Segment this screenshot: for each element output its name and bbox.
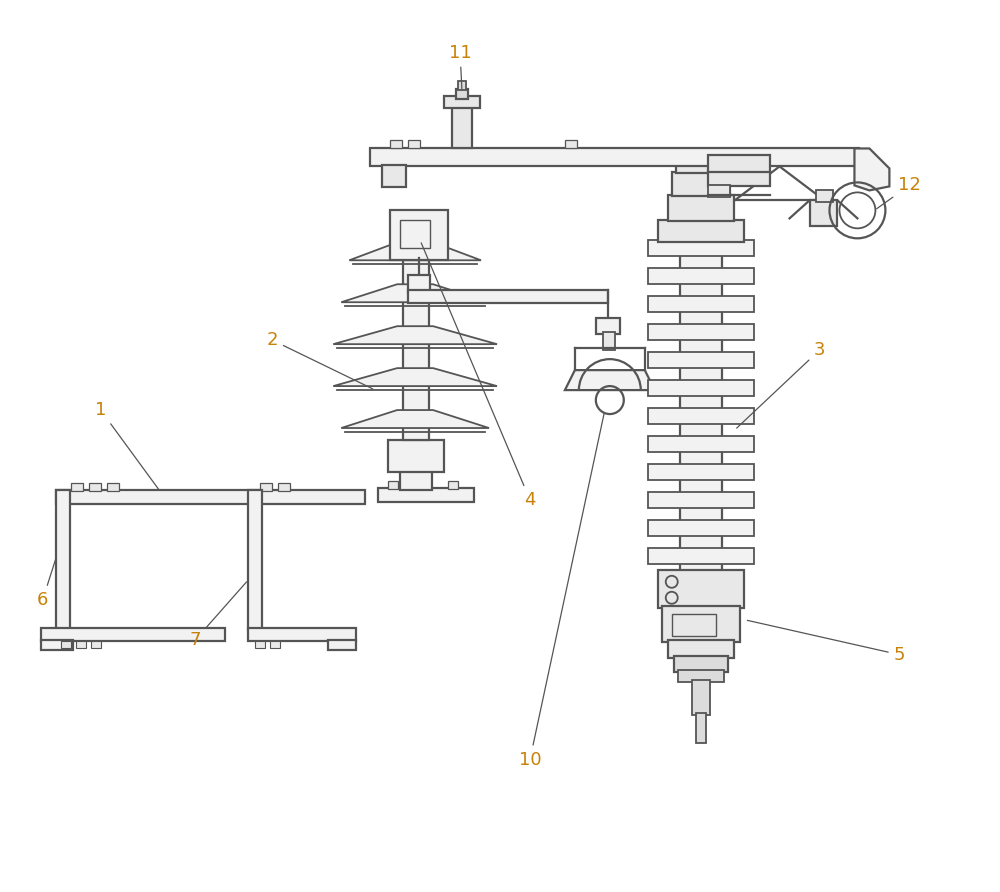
- Bar: [107, 483, 119, 491]
- Bar: [648, 296, 754, 312]
- Text: 10: 10: [519, 413, 604, 769]
- Bar: [328, 640, 356, 649]
- Bar: [452, 101, 472, 148]
- Text: 11: 11: [449, 44, 471, 90]
- Bar: [382, 165, 406, 187]
- Bar: [810, 201, 837, 227]
- Bar: [41, 640, 73, 649]
- Bar: [270, 640, 280, 648]
- Bar: [448, 481, 458, 489]
- Bar: [668, 640, 734, 657]
- Bar: [658, 570, 744, 607]
- Bar: [89, 483, 101, 491]
- Bar: [408, 290, 608, 303]
- Polygon shape: [333, 368, 497, 386]
- Bar: [248, 628, 356, 640]
- Bar: [378, 488, 474, 502]
- Bar: [596, 318, 620, 334]
- Bar: [278, 483, 290, 491]
- Bar: [403, 220, 429, 440]
- Polygon shape: [854, 148, 889, 190]
- Bar: [696, 713, 706, 742]
- Bar: [648, 548, 754, 564]
- Bar: [61, 640, 71, 648]
- Bar: [648, 380, 754, 396]
- Bar: [648, 436, 754, 452]
- Bar: [816, 190, 833, 202]
- Bar: [400, 470, 432, 490]
- Bar: [370, 148, 859, 167]
- Bar: [680, 230, 722, 649]
- Bar: [565, 140, 577, 148]
- Text: 5: 5: [747, 620, 905, 664]
- Bar: [56, 490, 70, 630]
- Bar: [648, 240, 754, 256]
- Bar: [388, 481, 398, 489]
- Bar: [402, 481, 412, 489]
- Bar: [76, 640, 86, 648]
- Bar: [390, 140, 402, 148]
- Bar: [648, 268, 754, 285]
- Bar: [672, 614, 716, 636]
- Bar: [662, 606, 740, 641]
- Bar: [708, 172, 770, 186]
- Bar: [91, 640, 101, 648]
- Bar: [648, 324, 754, 340]
- Bar: [658, 220, 744, 243]
- Text: 4: 4: [421, 243, 536, 509]
- Bar: [648, 408, 754, 424]
- Polygon shape: [341, 285, 489, 302]
- Bar: [648, 352, 754, 368]
- Bar: [456, 88, 468, 98]
- Bar: [648, 464, 754, 480]
- Text: 2: 2: [267, 331, 373, 389]
- Bar: [672, 172, 730, 196]
- Bar: [390, 211, 448, 260]
- Bar: [692, 680, 710, 714]
- Bar: [674, 656, 728, 672]
- Bar: [400, 220, 430, 248]
- Bar: [408, 276, 430, 293]
- Polygon shape: [565, 370, 655, 390]
- Polygon shape: [349, 243, 481, 260]
- Bar: [458, 80, 466, 89]
- Bar: [708, 186, 730, 197]
- Text: 7: 7: [190, 582, 247, 648]
- Bar: [56, 490, 365, 504]
- Text: 6: 6: [37, 558, 56, 608]
- Bar: [668, 195, 734, 221]
- Bar: [248, 490, 262, 630]
- Bar: [260, 483, 272, 491]
- Bar: [708, 155, 770, 173]
- Bar: [388, 440, 444, 472]
- Bar: [71, 483, 83, 491]
- Bar: [676, 155, 726, 173]
- Polygon shape: [333, 326, 497, 344]
- Bar: [408, 140, 420, 148]
- Polygon shape: [341, 410, 489, 428]
- Text: 1: 1: [95, 401, 159, 490]
- Bar: [41, 628, 225, 640]
- Bar: [648, 491, 754, 508]
- Text: 12: 12: [877, 177, 921, 209]
- Bar: [678, 670, 724, 681]
- Text: 3: 3: [737, 341, 825, 428]
- Bar: [648, 520, 754, 536]
- Bar: [603, 332, 615, 351]
- Bar: [444, 95, 480, 108]
- Bar: [255, 640, 265, 648]
